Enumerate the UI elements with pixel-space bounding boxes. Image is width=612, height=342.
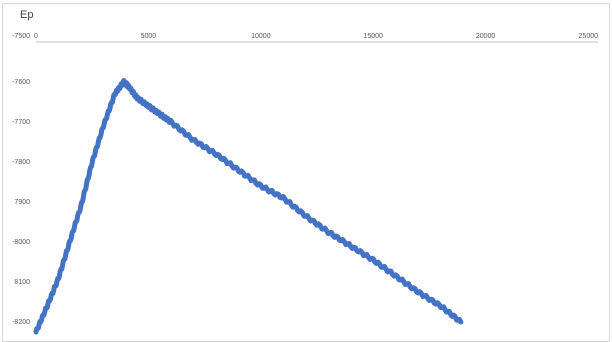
y-tick-label: 7900 bbox=[14, 199, 30, 206]
y-tick-label: -7800 bbox=[12, 159, 30, 166]
x-tick-label: 10000 bbox=[251, 33, 271, 40]
y-tick-label: -7700 bbox=[12, 119, 30, 126]
series-line-ep bbox=[33, 78, 464, 335]
y-tick-label: 8100 bbox=[14, 279, 30, 286]
chart-title: Ep bbox=[20, 9, 33, 21]
chart-frame bbox=[2, 3, 610, 342]
x-axis-ticks: 0 5000 10000 15000 20000 25000 bbox=[34, 33, 598, 40]
y-axis-ticks: -7500 -7600 -7700 -7800 7900 -8000 8100 -8200 bbox=[12, 33, 30, 326]
x-tick-label: 20000 bbox=[476, 33, 496, 40]
x-tick-label: 25000 bbox=[579, 33, 599, 40]
x-tick-label: 15000 bbox=[363, 33, 383, 40]
y-tick-label: -7500 bbox=[12, 33, 30, 40]
y-tick-label: -7600 bbox=[12, 79, 30, 86]
y-tick-label: -8200 bbox=[12, 319, 30, 326]
x-tick-label: 0 bbox=[34, 33, 38, 40]
x-tick-label: 5000 bbox=[141, 33, 157, 40]
y-tick-label: -8000 bbox=[12, 239, 30, 246]
